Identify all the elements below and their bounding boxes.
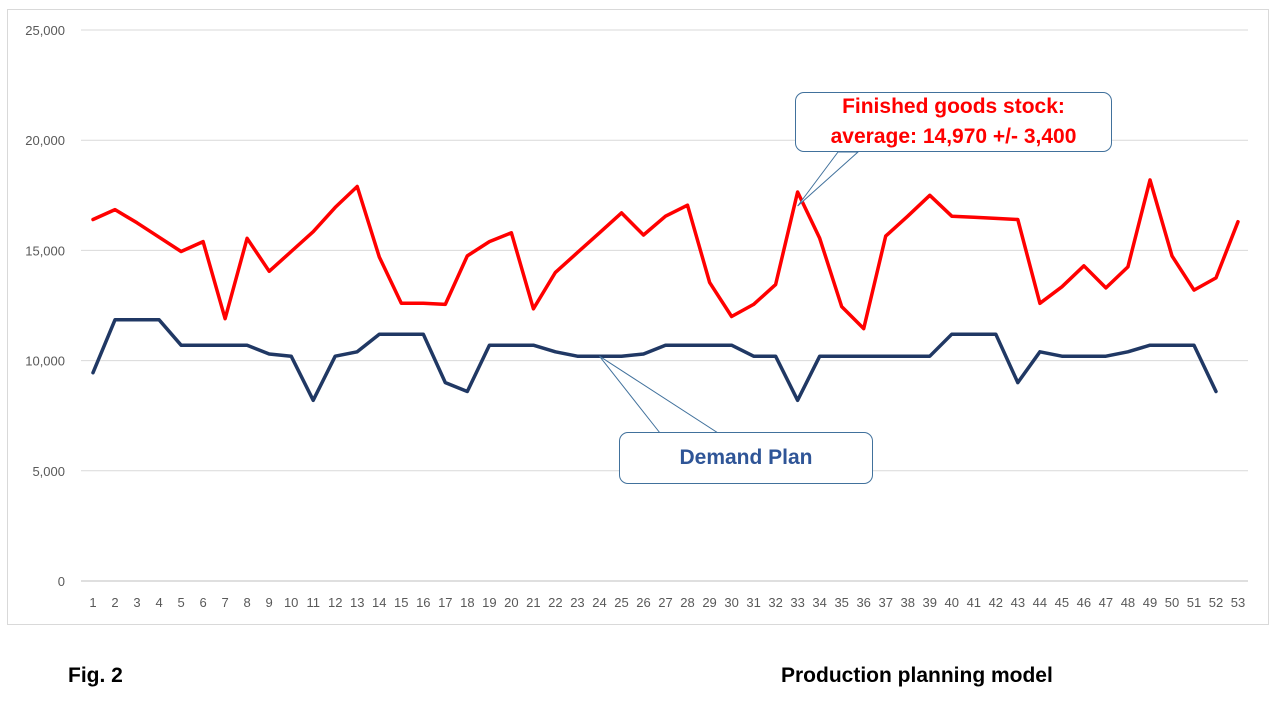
x-tick-label: 40 bbox=[945, 595, 959, 610]
x-tick-label: 2 bbox=[111, 595, 118, 610]
x-tick-label: 30 bbox=[724, 595, 738, 610]
x-tick-label: 26 bbox=[636, 595, 650, 610]
figure-label: Fig. 2 bbox=[68, 664, 123, 687]
x-tick-label: 25 bbox=[614, 595, 628, 610]
x-tick-label: 5 bbox=[177, 595, 184, 610]
x-tick-label: 43 bbox=[1011, 595, 1025, 610]
y-tick-label: 20,000 bbox=[25, 133, 65, 148]
x-tick-label: 53 bbox=[1231, 595, 1245, 610]
x-tick-label: 52 bbox=[1209, 595, 1223, 610]
x-tick-label: 31 bbox=[746, 595, 760, 610]
x-tick-label: 28 bbox=[680, 595, 694, 610]
x-tick-label: 1 bbox=[89, 595, 96, 610]
callout-pointers bbox=[599, 151, 860, 434]
x-tick-label: 23 bbox=[570, 595, 584, 610]
x-tick-label: 16 bbox=[416, 595, 430, 610]
y-tick-label: 5,000 bbox=[32, 464, 65, 479]
x-tick-label: 49 bbox=[1143, 595, 1157, 610]
x-tick-label: 22 bbox=[548, 595, 562, 610]
x-tick-label: 19 bbox=[482, 595, 496, 610]
x-tick-label: 29 bbox=[702, 595, 716, 610]
x-tick-label: 41 bbox=[967, 595, 981, 610]
x-tick-label: 38 bbox=[901, 595, 915, 610]
x-tick-label: 4 bbox=[155, 595, 162, 610]
x-tick-label: 13 bbox=[350, 595, 364, 610]
x-tick-label: 20 bbox=[504, 595, 518, 610]
y-tick-label: 25,000 bbox=[25, 23, 65, 38]
x-tick-label: 7 bbox=[222, 595, 229, 610]
stock-callout-line-2: average: 14,970 +/- 3,400 bbox=[830, 125, 1077, 148]
x-tick-label: 10 bbox=[284, 595, 298, 610]
x-tick-label: 17 bbox=[438, 595, 452, 610]
y-axis-tick-labels: 0 5,000 10,000 15,000 20,000 25,000 bbox=[25, 23, 65, 589]
gridlines bbox=[81, 29, 1248, 582]
x-tick-label: 34 bbox=[812, 595, 826, 610]
x-tick-label: 46 bbox=[1077, 595, 1091, 610]
stock-series-line bbox=[91, 178, 1240, 331]
x-tick-label: 8 bbox=[244, 595, 251, 610]
finished-goods-stock-callout: Finished goods stock: average: 14,970 +/… bbox=[795, 92, 1112, 152]
x-tick-label: 24 bbox=[592, 595, 606, 610]
x-tick-label: 48 bbox=[1121, 595, 1135, 610]
x-tick-label: 21 bbox=[526, 595, 540, 610]
series-lines bbox=[91, 178, 1240, 403]
x-tick-label: 42 bbox=[989, 595, 1003, 610]
x-tick-label: 33 bbox=[790, 595, 804, 610]
demand-plan-callout: Demand Plan bbox=[619, 432, 873, 484]
x-tick-label: 12 bbox=[328, 595, 342, 610]
y-tick-label: 10,000 bbox=[25, 354, 65, 369]
stock-callout-pointer bbox=[797, 151, 860, 207]
x-tick-label: 45 bbox=[1055, 595, 1069, 610]
x-tick-label: 6 bbox=[199, 595, 206, 610]
x-tick-label: 18 bbox=[460, 595, 474, 610]
x-tick-label: 39 bbox=[923, 595, 937, 610]
y-tick-label: 0 bbox=[58, 574, 65, 589]
x-tick-label: 14 bbox=[372, 595, 386, 610]
x-tick-label: 11 bbox=[306, 595, 320, 610]
y-tick-label: 15,000 bbox=[25, 243, 65, 258]
demand-callout-pointer bbox=[599, 355, 720, 434]
x-tick-label: 9 bbox=[266, 595, 273, 610]
demand-callout-text: Demand Plan bbox=[679, 446, 813, 469]
x-tick-label: 37 bbox=[878, 595, 892, 610]
x-tick-label: 51 bbox=[1187, 595, 1201, 610]
x-tick-label: 35 bbox=[834, 595, 848, 610]
figure-title: Production planning model bbox=[781, 664, 1053, 687]
x-tick-label: 44 bbox=[1033, 595, 1047, 610]
x-tick-label: 47 bbox=[1099, 595, 1113, 610]
x-tick-label: 3 bbox=[133, 595, 140, 610]
x-tick-label: 36 bbox=[856, 595, 870, 610]
x-axis-tick-labels: 1 2 3 4 5 6 7 8 9 10 11 12 13 14 15 16 17 18 19 20 21 22 23 24 2… bbox=[89, 595, 1245, 610]
x-tick-label: 15 bbox=[394, 595, 408, 610]
demand-series-line bbox=[91, 318, 1218, 403]
x-tick-label: 32 bbox=[768, 595, 782, 610]
stock-callout-line-1: Finished goods stock: bbox=[842, 95, 1065, 118]
x-tick-label: 27 bbox=[658, 595, 672, 610]
x-tick-label: 50 bbox=[1165, 595, 1179, 610]
